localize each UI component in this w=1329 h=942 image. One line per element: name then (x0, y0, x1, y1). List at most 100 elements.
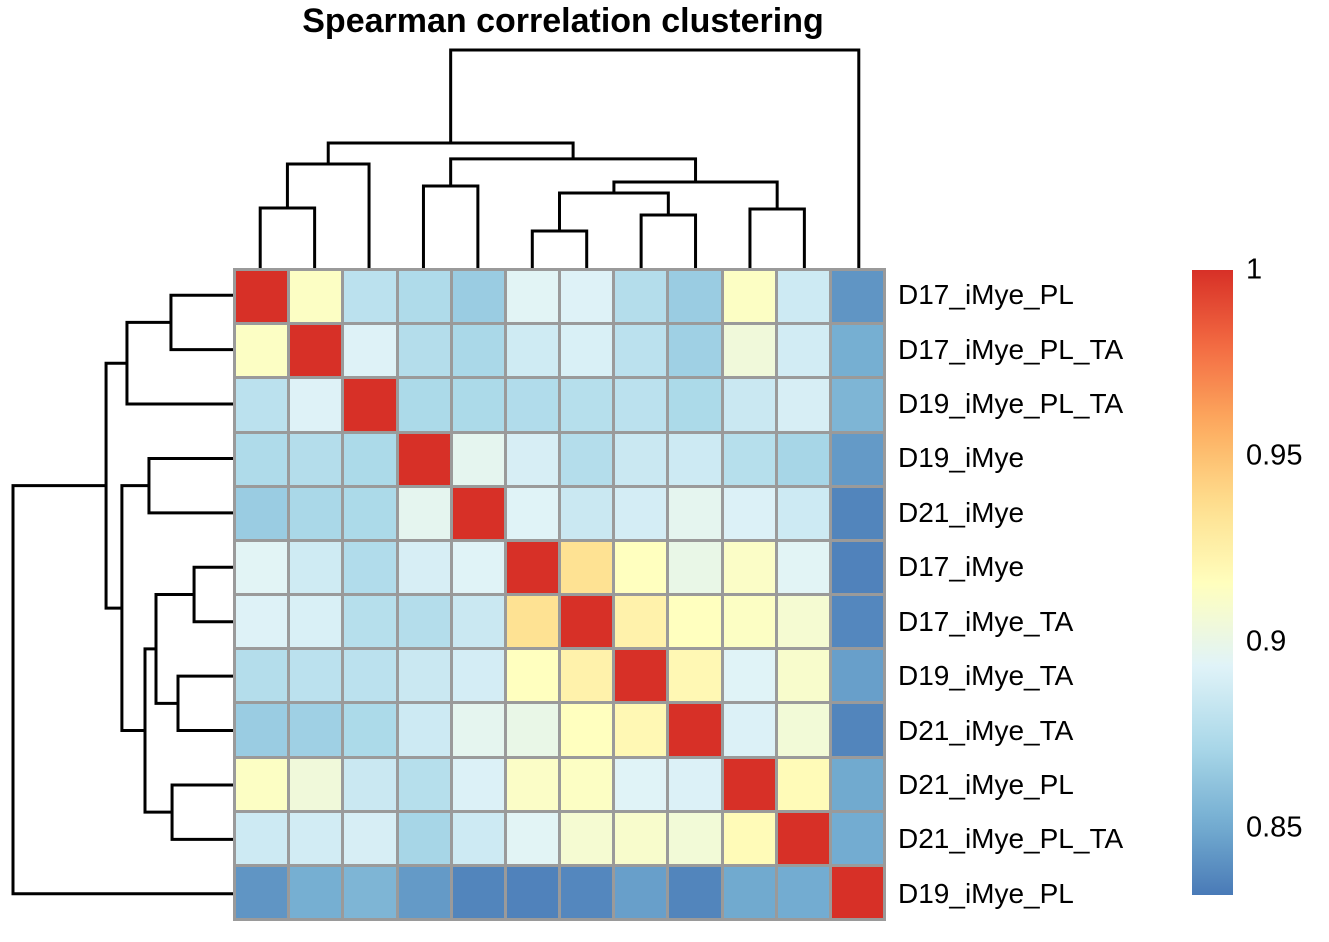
heatmap-cell (344, 812, 396, 864)
heatmap-cell (777, 704, 829, 756)
heatmap-cell (236, 271, 288, 323)
heatmap-cell (290, 541, 342, 593)
heatmap-cell (669, 704, 721, 756)
heatmap-cell (344, 487, 396, 539)
heatmap-cell (561, 271, 613, 323)
heatmap-cell (236, 541, 288, 593)
heatmap-cell (398, 866, 450, 918)
correlation-heatmap (233, 268, 886, 921)
heatmap-cell (398, 650, 450, 702)
heatmap-cell (236, 758, 288, 810)
heatmap-cell (615, 487, 667, 539)
heatmap-cell (236, 325, 288, 377)
heatmap-cell (723, 487, 775, 539)
heatmap-cell (669, 758, 721, 810)
heatmap-cell (777, 271, 829, 323)
heatmap-cell (236, 650, 288, 702)
heatmap-cell (344, 379, 396, 431)
dendrogram-branch (530, 229, 589, 270)
heatmap-cell (344, 650, 396, 702)
heatmap-cell (615, 704, 667, 756)
heatmap-cell (236, 596, 288, 648)
heatmap-cell (615, 541, 667, 593)
row-label: D21_iMye_PL_TA (898, 823, 1124, 855)
heatmap-cell (723, 812, 775, 864)
heatmap-cell (236, 704, 288, 756)
colorbar-tick-label: 0.85 (1246, 811, 1303, 844)
heatmap-cell (777, 379, 829, 431)
heatmap-cell (777, 866, 829, 918)
heatmap-cell (723, 325, 775, 377)
dendrogram-branch (421, 184, 480, 270)
heatmap-cell (615, 758, 667, 810)
heatmap-cell (398, 325, 450, 377)
heatmap-cell (290, 271, 342, 323)
heatmap-cell (831, 650, 883, 702)
heatmap-cell (723, 379, 775, 431)
heatmap-cell (236, 866, 288, 918)
heatmap-cell (777, 812, 829, 864)
heatmap-cell (831, 433, 883, 485)
heatmap-cell (452, 866, 504, 918)
heatmap-cell (777, 433, 829, 485)
colorbar-tick-label: 0.9 (1246, 625, 1287, 658)
heatmap-cell (723, 433, 775, 485)
heatmap-cell (669, 379, 721, 431)
dendrogram-branch (147, 456, 233, 515)
heatmap-cell (398, 541, 450, 593)
heatmap-cell (398, 704, 450, 756)
row-label: D17_iMye_PL_TA (898, 333, 1124, 365)
dendrogram-branch (639, 213, 698, 270)
heatmap-cell (831, 325, 883, 377)
heatmap-cell (615, 271, 667, 323)
heatmap-cell (506, 433, 558, 485)
row-label: D21_iMye_TA (898, 714, 1074, 746)
dendrogram-branch (143, 647, 173, 814)
heatmap-cell (669, 271, 721, 323)
heatmap-cell (615, 596, 667, 648)
heatmap-cell (506, 541, 558, 593)
heatmap-cell (398, 379, 450, 431)
row-label: D19_iMye_TA (898, 660, 1074, 692)
dendrogram-branch (558, 191, 670, 232)
heatmap-cell (398, 487, 450, 539)
heatmap-cell (452, 487, 504, 539)
heatmap-cell (344, 704, 396, 756)
column-dendrogram (258, 48, 861, 270)
colorbar (1192, 270, 1233, 895)
heatmap-cell (777, 758, 829, 810)
heatmap-cell (506, 758, 558, 810)
heatmap-cell (344, 596, 396, 648)
heatmap-cell (344, 433, 396, 485)
heatmap-cell (290, 704, 342, 756)
heatmap-cell (452, 325, 504, 377)
heatmap-cell (669, 866, 721, 918)
heatmap-cell (831, 487, 883, 539)
dendrogram-branch (169, 293, 233, 352)
heatmap-cell (236, 487, 288, 539)
heatmap-cell (452, 704, 504, 756)
heatmap-cell (669, 596, 721, 648)
heatmap-cell (236, 379, 288, 431)
heatmap-cell (398, 271, 450, 323)
dendrogram-branch (11, 484, 233, 896)
heatmap-cell (452, 271, 504, 323)
heatmap-cell (669, 325, 721, 377)
heatmap-cell (831, 379, 883, 431)
heatmap-cell (561, 541, 613, 593)
heatmap-cell (398, 758, 450, 810)
heatmap-cell (290, 487, 342, 539)
heatmap-cell (506, 650, 558, 702)
chart-title: Spearman correlation clustering (302, 2, 824, 40)
heatmap-cell (506, 596, 558, 648)
heatmap-cell (615, 325, 667, 377)
heatmap-cell (452, 650, 504, 702)
row-label: D19_iMye (898, 442, 1025, 474)
heatmap-cell (777, 596, 829, 648)
heatmap-cell (615, 650, 667, 702)
row-label: D17_iMye_TA (898, 605, 1074, 637)
heatmap-cell (561, 433, 613, 485)
heatmap-cell (723, 866, 775, 918)
heatmap-cell (561, 866, 613, 918)
heatmap-cell (669, 541, 721, 593)
